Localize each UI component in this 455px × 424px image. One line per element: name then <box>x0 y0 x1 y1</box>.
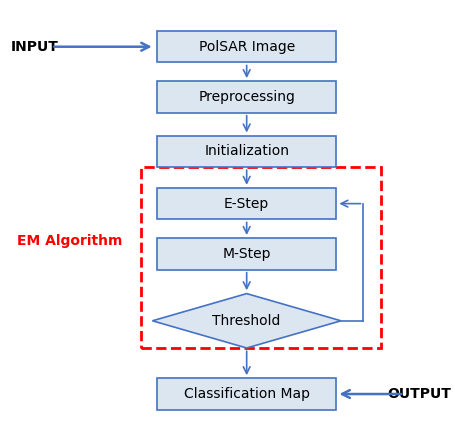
FancyBboxPatch shape <box>157 188 336 219</box>
Text: EM Algorithm: EM Algorithm <box>16 234 122 248</box>
Text: Initialization: Initialization <box>204 144 288 158</box>
Text: INPUT: INPUT <box>11 40 59 54</box>
Polygon shape <box>152 293 340 348</box>
FancyBboxPatch shape <box>157 31 336 62</box>
Text: E-Step: E-Step <box>223 197 269 211</box>
FancyBboxPatch shape <box>157 238 336 270</box>
Text: M-Step: M-Step <box>222 247 270 261</box>
FancyBboxPatch shape <box>157 136 336 167</box>
FancyBboxPatch shape <box>157 81 336 113</box>
Text: OUTPUT: OUTPUT <box>386 387 450 401</box>
Text: PolSAR Image: PolSAR Image <box>198 40 294 54</box>
Text: Classification Map: Classification Map <box>183 387 309 401</box>
Text: Threshold: Threshold <box>212 314 280 328</box>
FancyBboxPatch shape <box>157 378 336 410</box>
Text: Preprocessing: Preprocessing <box>198 90 294 104</box>
